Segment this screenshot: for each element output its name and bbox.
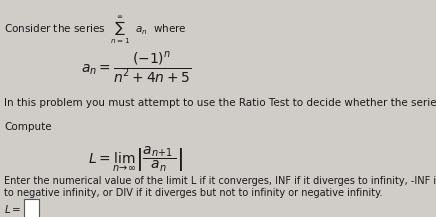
Text: Compute: Compute xyxy=(4,122,52,132)
Text: $L = \lim_{n \to \infty} \left| \dfrac{a_{n+1}}{a_n} \right|$: $L = \lim_{n \to \infty} \left| \dfrac{a… xyxy=(88,145,184,174)
Text: Enter the numerical value of the limit L if it converges, INF if it diverges to : Enter the numerical value of the limit L… xyxy=(4,176,436,186)
Text: In this problem you must attempt to use the Ratio Test to decide whether the ser: In this problem you must attempt to use … xyxy=(4,99,436,108)
Text: $L = $: $L = $ xyxy=(4,203,21,215)
Text: to negative infinity, or DIV if it diverges but not to infinity or negative infi: to negative infinity, or DIV if it diver… xyxy=(4,188,382,198)
FancyBboxPatch shape xyxy=(24,199,39,217)
Text: Consider the series  $\sum_{n=1}^{\infty}$  $a_n$  where: Consider the series $\sum_{n=1}^{\infty}… xyxy=(4,15,187,46)
Text: $a_n = \dfrac{(-1)^n}{n^2 + 4n + 5}$: $a_n = \dfrac{(-1)^n}{n^2 + 4n + 5}$ xyxy=(81,50,191,85)
